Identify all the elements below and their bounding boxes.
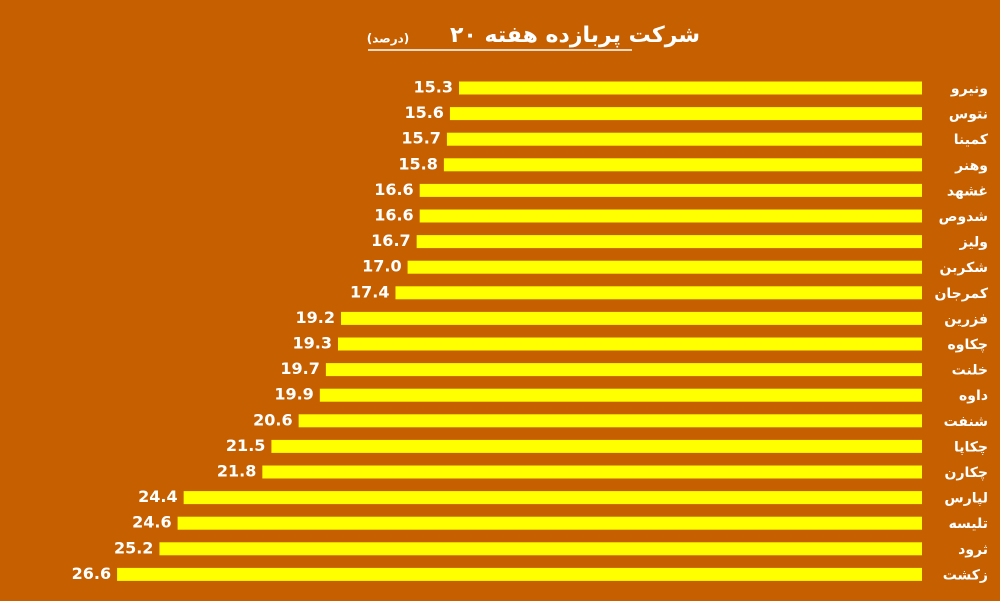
value-label: 15.8 (398, 154, 437, 173)
value-label: 26.6 (72, 564, 111, 583)
value-label: 19.2 (296, 308, 335, 327)
bar (449, 107, 922, 121)
bar (446, 132, 922, 146)
category-label: شدوص (939, 209, 988, 225)
bar (298, 414, 922, 428)
category-label: ثرود (958, 542, 988, 558)
category-label: غشهد (947, 183, 988, 199)
category-label: شنفت (944, 414, 988, 430)
value-label: 16.7 (371, 231, 410, 250)
category-label: کمرجان (934, 286, 988, 302)
bar (341, 311, 922, 325)
category-label: لپارس (944, 491, 988, 507)
value-label: 17.4 (350, 282, 389, 301)
value-label: 15.3 (414, 78, 453, 97)
category-label: ونیرو (950, 81, 988, 97)
bar (262, 465, 922, 479)
value-label: 17.0 (362, 257, 401, 276)
category-label: ولیز (959, 235, 988, 251)
value-label: 15.7 (401, 129, 440, 148)
bar (407, 260, 923, 274)
bar (419, 209, 922, 223)
bar (395, 286, 922, 300)
bar (117, 567, 923, 581)
value-label: 16.6 (374, 206, 413, 225)
category-label: خلنت (952, 363, 988, 379)
category-label: وهنر (954, 158, 988, 174)
chart-subtitle: (درصد) (367, 32, 410, 46)
bar (271, 439, 922, 453)
bar (159, 542, 922, 556)
category-label: چکاوه (948, 337, 988, 353)
category-label: داوه (959, 388, 988, 404)
category-label: نتوس (949, 107, 988, 123)
bar (443, 158, 922, 172)
value-label: 19.9 (274, 385, 313, 404)
bar (319, 388, 922, 402)
bar (419, 183, 922, 197)
category-label: فزرین (944, 311, 988, 327)
category-label: کمینا (954, 132, 989, 148)
category-label: تلیسه (949, 516, 988, 532)
bar (416, 235, 922, 249)
bar (325, 363, 922, 377)
category-label: شکربن (940, 260, 988, 276)
category-label: چکارن (945, 465, 989, 481)
bar (183, 491, 922, 505)
value-label: 21.5 (226, 436, 265, 455)
value-label: 20.6 (253, 410, 292, 429)
value-label: 16.6 (374, 180, 413, 199)
value-label: 19.3 (292, 334, 331, 353)
value-label: 19.7 (280, 359, 319, 378)
chart-title: ۲۰ شرکت پربازده هفته (450, 23, 700, 48)
bar (459, 81, 922, 95)
value-label: 24.6 (132, 513, 171, 532)
category-label: زکشت (943, 567, 988, 583)
bar (337, 337, 922, 351)
category-label: چکاپا (954, 439, 988, 455)
value-label: 24.4 (138, 487, 177, 506)
value-label: 15.6 (404, 103, 443, 122)
value-label: 21.8 (217, 462, 256, 481)
bar (177, 516, 922, 530)
value-label: 25.2 (114, 538, 153, 557)
